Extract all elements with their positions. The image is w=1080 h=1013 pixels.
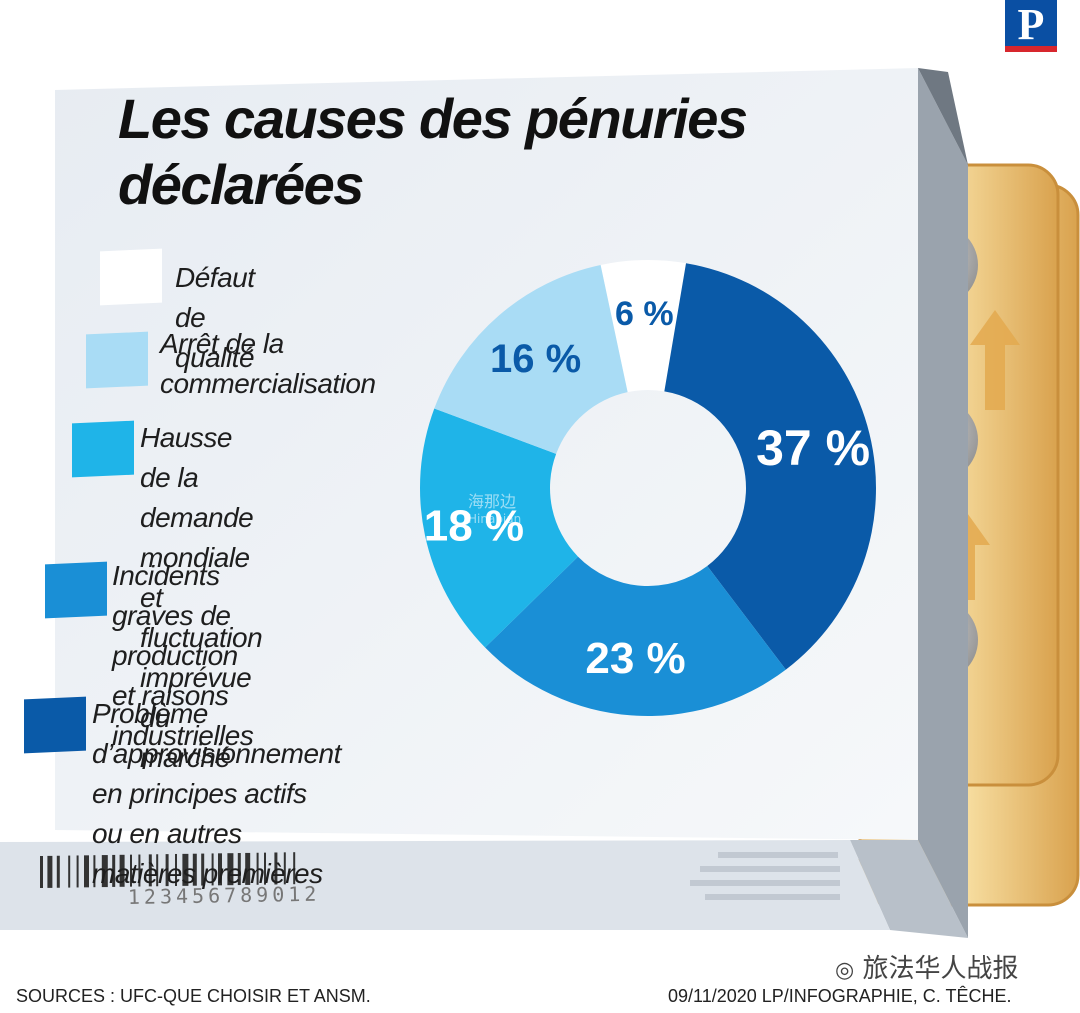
barcode bbox=[40, 852, 296, 888]
footer-sources: SOURCES : UFC-QUE CHOISIR ET ANSM. bbox=[16, 986, 371, 1006]
wechat-watermark: ◎ 旅法华人战报 bbox=[835, 948, 1018, 985]
barcode-bar bbox=[130, 854, 132, 887]
barcode-bar bbox=[76, 855, 79, 888]
slice-value-label: 37 % bbox=[756, 420, 870, 476]
barcode-bar bbox=[175, 853, 177, 886]
slice-value-label: 23 % bbox=[585, 634, 685, 683]
barcode-bar bbox=[283, 852, 286, 885]
legend-label: Hausse de la demande mondiale et fluctua… bbox=[140, 422, 263, 773]
slice-defaut-qualite bbox=[600, 260, 687, 393]
logo-red-bar bbox=[1005, 46, 1057, 52]
slice-probleme-approvisionnement bbox=[664, 263, 876, 670]
legend-swatch bbox=[72, 420, 134, 478]
legend-label: Incidents graves de production et raison… bbox=[112, 560, 254, 751]
barcode-bar bbox=[47, 855, 53, 888]
barcode-bar bbox=[201, 853, 205, 886]
legend-label: Problème d’approvisionnement en principe… bbox=[92, 698, 341, 889]
barcode-bar bbox=[40, 856, 43, 888]
box-bottom-panel bbox=[0, 840, 890, 930]
barcode-bar bbox=[218, 853, 222, 886]
barcode-bar bbox=[148, 854, 152, 887]
legend-swatch bbox=[86, 331, 148, 389]
wechat-icon: ◎ bbox=[835, 958, 855, 983]
barcode-bar bbox=[264, 852, 266, 885]
barcode-bar bbox=[68, 855, 71, 888]
legend-swatch bbox=[24, 696, 86, 754]
barcode-bar bbox=[93, 855, 96, 888]
donut-chart: 6 % 37 % 23 % 18 % 16 % bbox=[420, 260, 876, 716]
slice-arret-commercialisation bbox=[434, 264, 628, 454]
barcode-bar bbox=[182, 853, 189, 886]
legend-swatch bbox=[45, 561, 107, 619]
barcode-bar bbox=[237, 853, 241, 886]
watermark-center: 海那边 Hinabian bbox=[468, 488, 521, 526]
barcode-bar bbox=[101, 855, 108, 888]
barcode-bar bbox=[211, 853, 214, 886]
barcode-bar bbox=[256, 852, 259, 885]
watermark-text: 旅法华人战报 bbox=[862, 954, 1019, 984]
slice-value-label: 16 % bbox=[490, 337, 581, 381]
barcode-bar bbox=[112, 854, 116, 887]
title-line-1: Les causes des pénuries bbox=[118, 87, 748, 150]
le-parisien-logo: P bbox=[1005, 0, 1057, 52]
legend-swatch bbox=[100, 248, 162, 306]
barcode-digits: 123456789012 bbox=[128, 882, 321, 909]
barcode-bar bbox=[274, 852, 278, 885]
barcode-bar bbox=[165, 854, 169, 887]
slice-value-label: 6 % bbox=[615, 295, 674, 333]
slice-incidents-production bbox=[485, 556, 786, 716]
barcode-bar bbox=[84, 855, 89, 888]
watermark-center-text: 海那边 bbox=[468, 492, 517, 511]
legend-label: Arrêt de la commercialisation bbox=[160, 328, 376, 399]
watermark-center-sub: Hinabian bbox=[468, 512, 522, 526]
barcode-bar bbox=[138, 854, 141, 887]
barcode-bar bbox=[156, 854, 159, 887]
barcode-bar bbox=[119, 854, 125, 887]
barcode-bar bbox=[293, 852, 296, 885]
barcode-bar bbox=[245, 852, 251, 885]
barcode-bar bbox=[227, 853, 234, 886]
footer-credit: 09/11/2020 LP/INFOGRAPHIE, C. TÊCHE. bbox=[668, 986, 1012, 1006]
legend-label: Défaut de qualité bbox=[175, 262, 255, 373]
slice-hausse-demande bbox=[420, 408, 578, 648]
barcode-bar bbox=[192, 853, 197, 886]
chart-title: Les causes des pénuries déclarées bbox=[118, 86, 818, 218]
barcode-bar bbox=[56, 855, 60, 888]
box-side bbox=[850, 68, 968, 938]
title-line-2: déclarées bbox=[118, 153, 364, 216]
box-bottom-lines bbox=[690, 852, 840, 900]
slice-value-label: 18 % bbox=[424, 501, 524, 550]
